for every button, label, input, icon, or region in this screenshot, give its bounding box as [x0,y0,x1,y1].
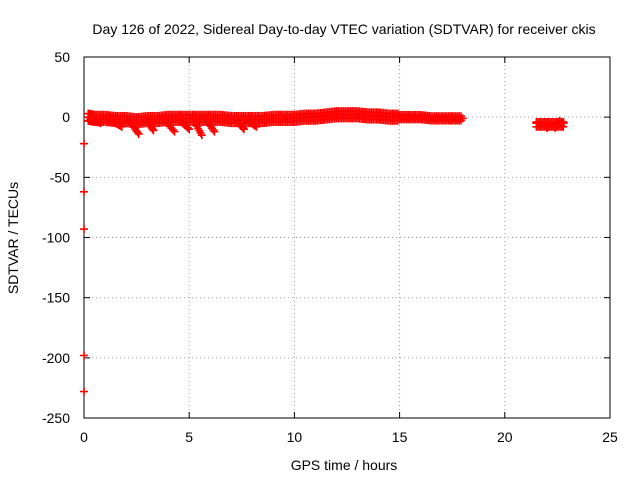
chart-title: Day 126 of 2022, Sidereal Day-to-day VTE… [92,21,595,37]
y-tick-label: -200 [42,350,70,366]
tail-point [133,128,142,137]
y-tick-label: -50 [50,169,70,185]
x-tick-label: 5 [185,429,193,445]
edge-point [80,139,88,148]
x-tick-label: 0 [80,429,88,445]
tail-point [251,121,260,130]
tail-point [210,127,219,136]
tail-point [252,122,261,131]
y-tick-label: -100 [42,230,70,246]
tail-point [117,122,126,131]
tail-point [134,130,143,139]
tail-point [170,127,179,136]
y-tick-label: -250 [42,410,70,426]
edge-point [80,351,88,360]
x-tick-label: 25 [602,429,618,445]
y-tick-label: 0 [62,109,70,125]
tail-point [209,125,218,134]
band-point [393,109,402,118]
tail-point [239,123,248,132]
tail-point [183,123,192,132]
tail-point [148,125,157,134]
late-cluster-point [559,122,568,131]
y-tick-label: 50 [54,49,70,65]
tail-point [239,125,248,134]
x-tick-label: 15 [392,429,408,445]
x-tick-label: 20 [497,429,513,445]
x-axis-label: GPS time / hours [291,457,398,473]
y-axis-label: SDTVAR / TECUs [5,182,21,294]
x-tick-labels: 0 5 10 15 20 25 [80,429,618,445]
tail-point [185,125,194,134]
band-point [458,114,467,123]
y-tick-label: -150 [42,290,70,306]
axis-ticks [83,56,611,419]
tail-point [116,121,125,130]
tail-point [197,131,206,140]
y-tick-labels: -250 -200 -150 -100 -50 0 50 [42,49,70,426]
edge-point [80,225,88,234]
tail-point [149,126,158,135]
edge-point [80,387,88,396]
tail-point [96,119,105,128]
edge-point [80,187,88,196]
tail-point [168,125,177,134]
data-markers [80,107,568,396]
x-tick-label: 10 [287,429,303,445]
